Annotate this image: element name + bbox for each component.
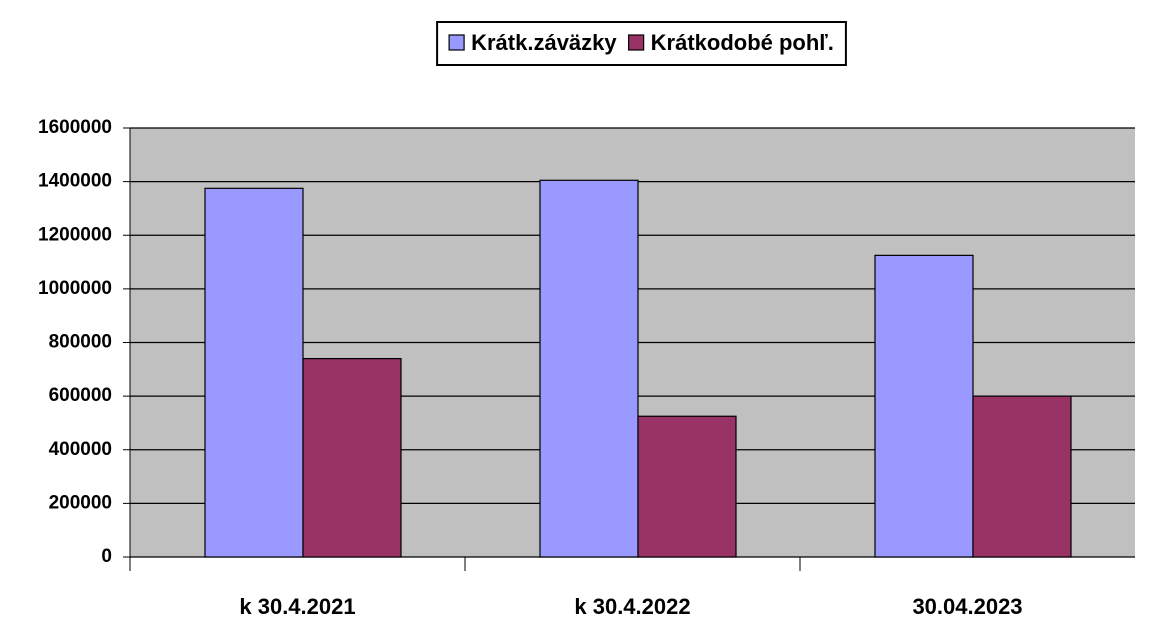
bar: [972, 395, 1072, 558]
y-tick-label: 1000000: [38, 278, 112, 299]
y-tick-label: 400000: [49, 439, 112, 460]
legend-label: Krátkodobé pohľ.: [651, 30, 834, 55]
y-tick-label: 0: [101, 546, 112, 567]
bar: [204, 187, 304, 558]
x-tick-label: k 30.4.2022: [574, 594, 690, 617]
x-tick-label: k 30.4.2021: [239, 594, 355, 617]
legend-label: Krátk.záväzky: [471, 30, 617, 55]
bar: [302, 357, 402, 558]
legend-marker: [448, 34, 465, 51]
bar: [637, 415, 737, 558]
y-tick-label: 1200000: [38, 224, 112, 245]
y-tick-label: 1600000: [38, 117, 112, 138]
y-tick-label: 200000: [49, 492, 112, 513]
y-tick-label: 800000: [49, 332, 112, 353]
y-tick-label: 1400000: [38, 171, 112, 192]
bar: [874, 254, 974, 558]
y-tick-label: 600000: [49, 385, 112, 406]
x-tick-label: 30.04.2023: [912, 594, 1022, 617]
bar: [539, 179, 639, 558]
legend-marker: [628, 34, 645, 51]
